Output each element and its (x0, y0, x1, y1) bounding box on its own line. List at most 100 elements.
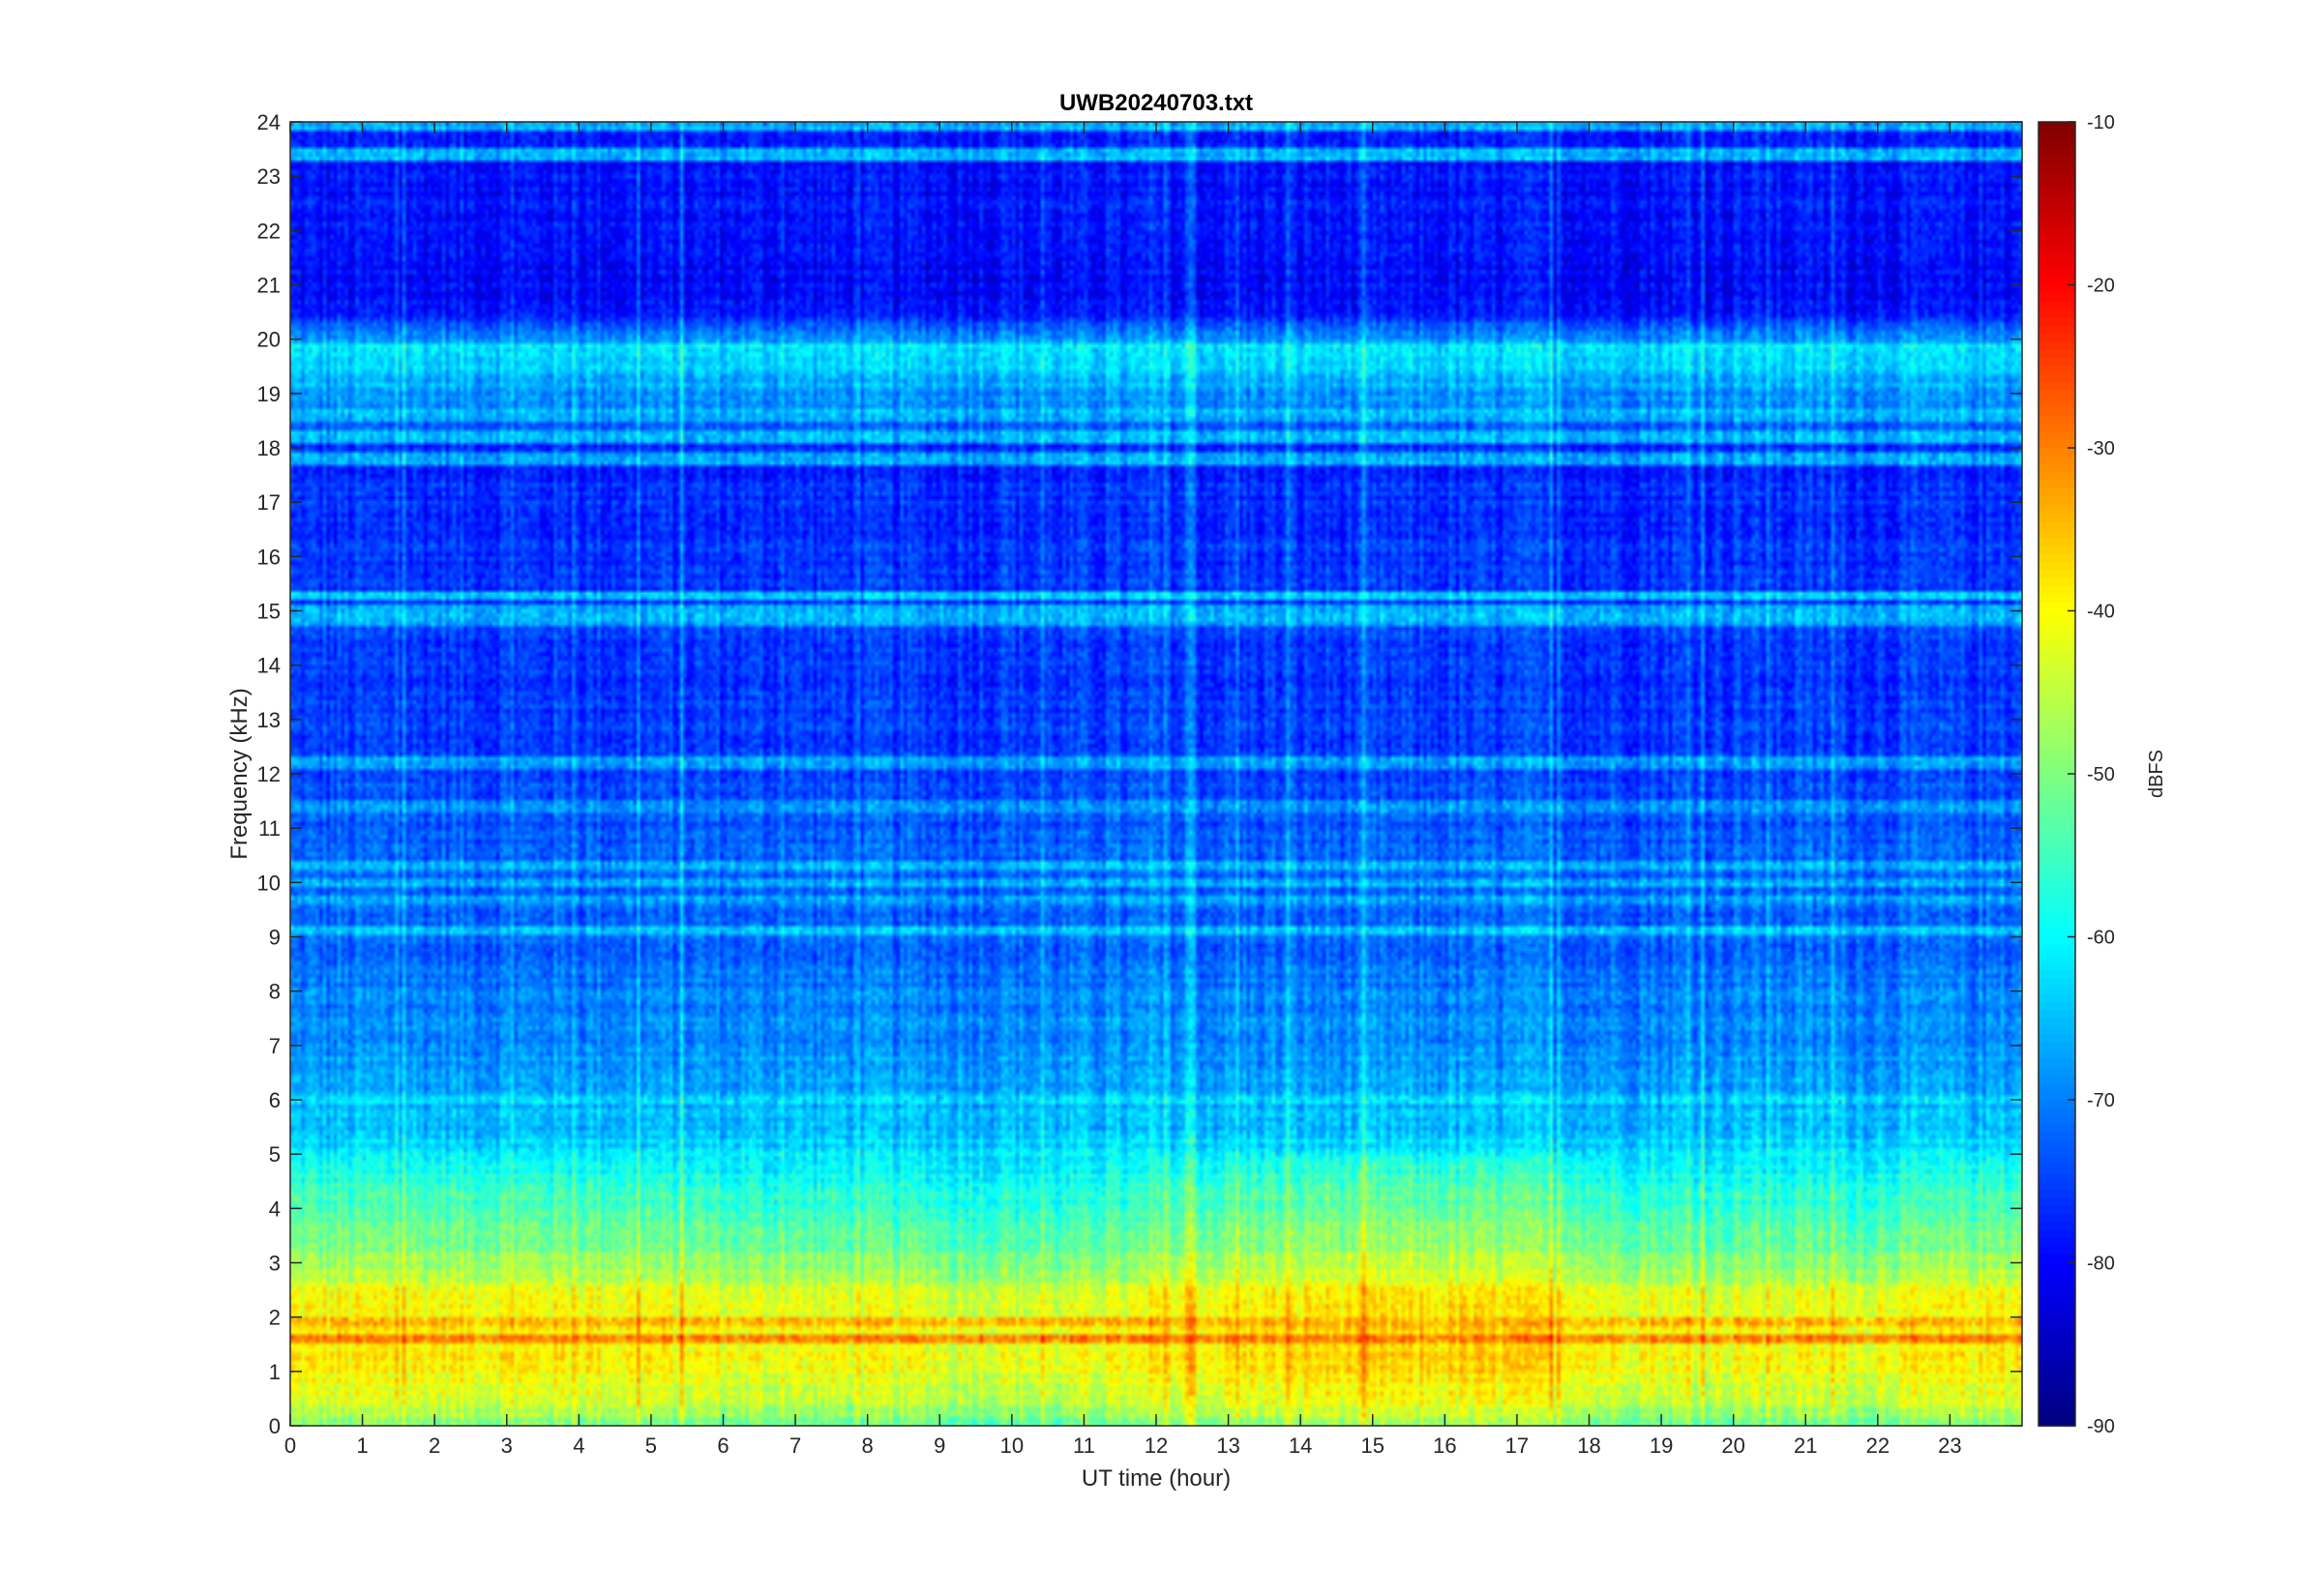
colorbar-swatch (2039, 1034, 2075, 1044)
colorbar-swatch (2039, 1279, 2075, 1288)
x-axis: 0 1 2 3 4 5 6 7 8 9 10 11 12 13 14 15 16 17 18 19 20 21 22 23 (284, 122, 1962, 1458)
x-tick-label: 8 (862, 1433, 874, 1458)
colorbar-swatch (2039, 292, 2075, 303)
colorbar-swatch (2039, 1409, 2075, 1419)
colorbar-swatch (2039, 627, 2075, 636)
colorbar-swatch (2039, 268, 2075, 278)
chart-title: UWB20240703.txt (1059, 90, 1253, 116)
colorbar-swatch (2039, 732, 2075, 743)
colorbar-swatch (2039, 1067, 2075, 1077)
colorbar-swatch (2039, 872, 2075, 881)
colorbar-swatch (2039, 1360, 2075, 1370)
colorbar-tick-label: -10 (2087, 112, 2115, 133)
colorbar-swatch (2039, 1010, 2075, 1020)
colorbar-swatch (2039, 863, 2075, 872)
colorbar-tick-label: -90 (2087, 1416, 2115, 1437)
x-tick-label: 23 (1938, 1433, 1961, 1458)
x-tick-label: 2 (429, 1433, 440, 1458)
y-tick-label: 18 (257, 436, 281, 460)
colorbar-swatch (2039, 406, 2075, 417)
colorbar-tick-label: -70 (2087, 1090, 2115, 1111)
colorbar-swatch (2039, 301, 2075, 310)
colorbar-swatch (2039, 1156, 2075, 1167)
y-tick-label: 19 (257, 382, 281, 406)
x-tick-label: 10 (1000, 1433, 1024, 1458)
colorbar-swatch (2039, 220, 2075, 229)
colorbar-swatch (2039, 561, 2075, 572)
colorbar-swatch (2039, 846, 2075, 857)
x-tick-label: 11 (1073, 1433, 1095, 1458)
y-tick-label: 20 (257, 328, 281, 352)
colorbar-swatch (2039, 1417, 2075, 1427)
y-tick-label: 3 (269, 1252, 281, 1276)
colorbar-swatch (2039, 137, 2075, 148)
colorbar-swatch (2039, 1172, 2075, 1183)
y-tick-label: 24 (257, 110, 281, 134)
colorbar-swatch (2039, 1018, 2075, 1027)
colorbar-swatch (2039, 456, 2075, 465)
colorbar-swatch (2039, 1213, 2075, 1224)
colorbar-swatch (2039, 993, 2075, 1003)
colorbar-swatch (2039, 1222, 2075, 1231)
colorbar-swatch (2039, 1115, 2075, 1126)
y-tick-label: 21 (257, 274, 281, 298)
y-tick-label: 17 (257, 490, 281, 515)
x-tick-label: 4 (573, 1433, 584, 1458)
x-tick-label: 17 (1505, 1433, 1529, 1458)
colorbar-swatch (2039, 1091, 2075, 1101)
colorbar-swatch (2039, 277, 2075, 286)
colorbar-swatch (2039, 341, 2075, 351)
colorbar-swatch (2039, 1319, 2075, 1329)
colorbar-swatch (2039, 1376, 2075, 1386)
colorbar-swatch (2039, 651, 2075, 661)
colorbar-swatch (2039, 717, 2075, 726)
colorbar-swatch (2039, 480, 2075, 489)
colorbar-swatch (2039, 986, 2075, 995)
colorbar-swatch (2039, 920, 2075, 930)
colorbar-swatch (2039, 1058, 2075, 1069)
colorbar-swatch (2039, 1344, 2075, 1353)
y-tick-label: 13 (257, 708, 281, 732)
colorbar-swatch (2039, 1165, 2075, 1174)
colorbar-swatch (2039, 1262, 2075, 1272)
colorbar-swatch (2039, 1303, 2075, 1313)
colorbar-swatch (2039, 912, 2075, 922)
colorbar-swatch (2039, 260, 2075, 270)
colorbar-swatch (2039, 936, 2075, 946)
colorbar-swatch (2039, 1132, 2075, 1141)
colorbar-swatch (2039, 130, 2075, 139)
colorbar-swatch (2039, 1352, 2075, 1362)
colorbar-swatch (2039, 309, 2075, 318)
colorbar-swatch (2039, 610, 2075, 620)
y-tick-label: 23 (257, 164, 281, 189)
colorbar-swatch (2039, 692, 2075, 701)
colorbar-swatch (2039, 317, 2075, 327)
colorbar-swatch (2039, 163, 2075, 172)
y-tick-label: 8 (269, 980, 281, 1004)
colorbar-swatch (2039, 382, 2075, 392)
colorbar-swatch (2039, 1238, 2075, 1248)
colorbar-swatch (2039, 1148, 2075, 1158)
colorbar-swatch (2039, 415, 2075, 425)
y-tick-label: 2 (269, 1306, 281, 1330)
colorbar-swatch (2039, 741, 2075, 751)
colorbar-swatch (2039, 1108, 2075, 1117)
colorbar-swatch (2039, 1140, 2075, 1150)
colorbar-swatch (2039, 154, 2075, 163)
colorbar-swatch (2039, 366, 2075, 375)
y-tick-label: 14 (257, 654, 281, 678)
colorbar-swatch (2039, 553, 2075, 563)
x-tick-label: 9 (934, 1433, 945, 1458)
colorbar-swatch (2039, 1369, 2075, 1378)
x-tick-label: 6 (717, 1433, 729, 1458)
colorbar-swatch (2039, 1075, 2075, 1084)
colorbar-swatch (2039, 423, 2075, 432)
colorbar-swatch (2039, 953, 2075, 962)
colorbar-swatch (2039, 170, 2075, 180)
colorbar-swatch (2039, 774, 2075, 783)
y-axis-label: Frequency (kHz) (226, 688, 253, 859)
colorbar-swatch (2039, 1050, 2075, 1060)
x-tick-label: 3 (501, 1433, 513, 1458)
y-tick-label: 12 (257, 762, 281, 786)
